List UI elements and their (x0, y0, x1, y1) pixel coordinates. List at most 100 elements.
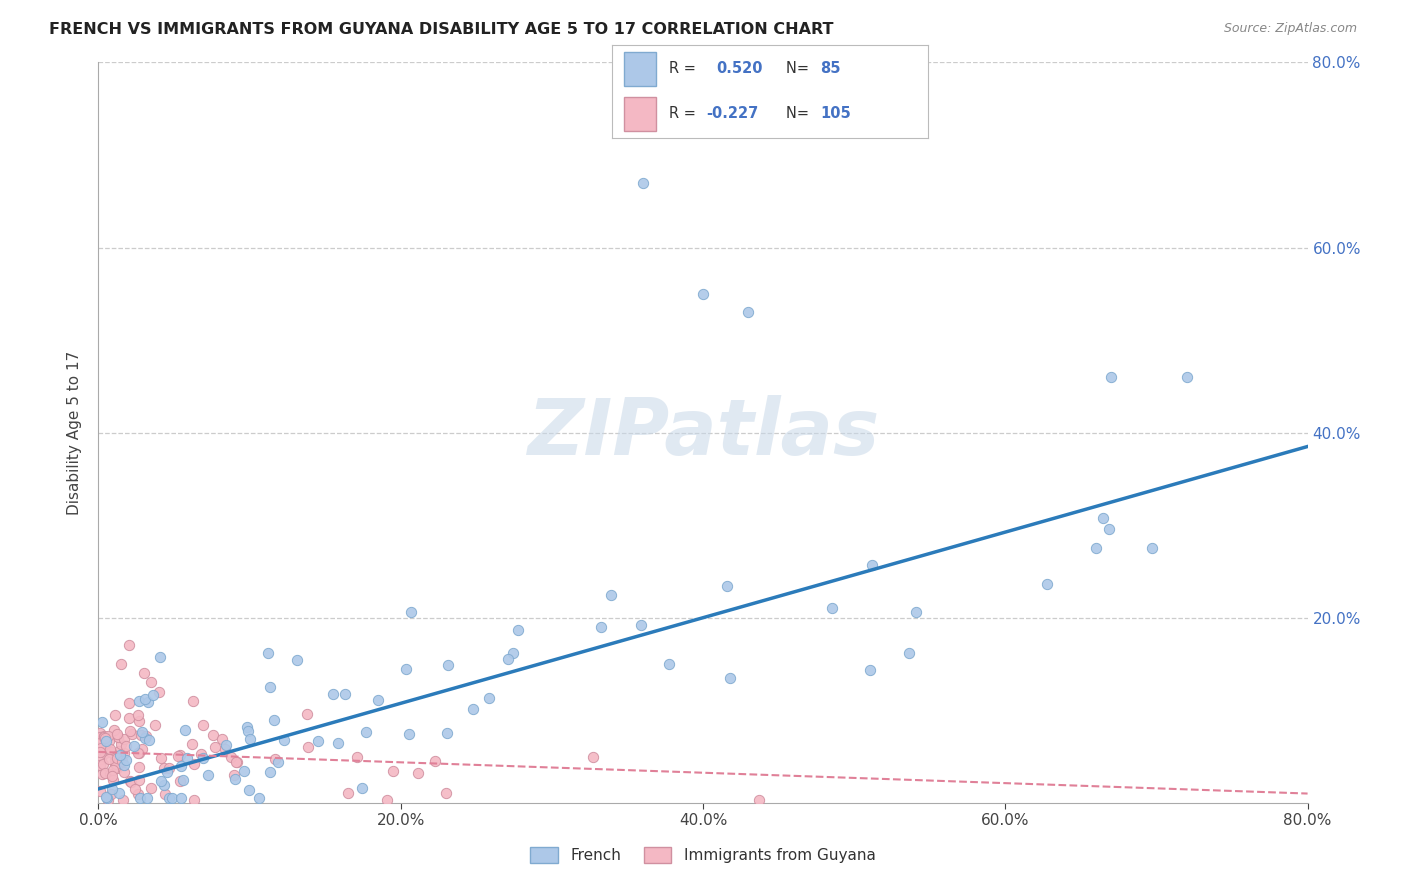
Point (224, 772, 246, 787)
Point (346, 750, 368, 764)
Point (128, 746, 150, 760)
Point (124, 781, 146, 796)
Point (89, 726, 111, 740)
Point (89, 745, 111, 759)
Point (214, 742, 236, 756)
Point (128, 694, 150, 708)
Point (91, 767, 114, 781)
Point (307, 734, 329, 748)
Point (135, 791, 157, 805)
Point (104, 753, 127, 767)
Point (395, 662, 418, 676)
Point (94, 731, 117, 745)
Point (582, 750, 605, 764)
Point (225, 755, 247, 769)
Point (131, 725, 153, 739)
Point (134, 731, 156, 746)
Point (170, 791, 193, 805)
Point (94, 734, 117, 748)
Point (129, 791, 152, 805)
Point (114, 753, 136, 767)
Point (112, 731, 135, 746)
Point (112, 793, 135, 807)
Point (859, 663, 882, 677)
Point (128, 760, 150, 774)
Point (101, 764, 124, 778)
Point (821, 601, 844, 615)
Point (131, 728, 153, 742)
Point (436, 658, 458, 673)
Point (128, 773, 150, 788)
Point (104, 757, 127, 772)
Point (135, 729, 157, 743)
Point (239, 732, 262, 747)
Point (143, 717, 166, 731)
Point (463, 702, 485, 716)
Point (121, 727, 143, 741)
Point (425, 754, 447, 768)
Point (1140, 541, 1163, 555)
Point (737, 305, 759, 319)
Point (333, 687, 356, 701)
Point (111, 755, 134, 769)
Point (263, 713, 285, 727)
Text: N=: N= (786, 62, 813, 77)
Point (141, 781, 163, 796)
Point (93, 765, 115, 780)
Point (201, 729, 224, 743)
Point (326, 736, 349, 750)
Point (225, 755, 247, 769)
Point (259, 764, 281, 779)
Text: 105: 105 (821, 106, 851, 121)
Point (122, 739, 145, 753)
Point (97, 793, 120, 807)
FancyBboxPatch shape (624, 97, 655, 131)
Point (108, 786, 131, 800)
Point (105, 727, 128, 741)
Point (170, 759, 193, 773)
Point (101, 782, 124, 797)
Point (118, 639, 141, 653)
Point (90, 752, 112, 766)
Point (236, 720, 259, 734)
Point (399, 605, 422, 619)
FancyBboxPatch shape (624, 52, 655, 86)
Point (436, 726, 458, 740)
Point (91, 714, 114, 729)
Point (105, 761, 128, 775)
Point (112, 746, 135, 760)
Point (285, 653, 308, 667)
Point (169, 774, 191, 789)
Point (1099, 370, 1122, 384)
Point (127, 746, 149, 760)
Point (263, 752, 285, 766)
Point (905, 605, 928, 619)
Point (259, 680, 281, 694)
Point (295, 706, 318, 721)
Point (104, 708, 127, 723)
Point (89, 730, 111, 744)
Point (408, 766, 430, 780)
Point (89, 758, 111, 772)
Point (100, 745, 122, 759)
Point (211, 732, 233, 747)
Point (350, 780, 373, 795)
Text: 85: 85 (821, 62, 841, 77)
Text: Source: ZipAtlas.com: Source: ZipAtlas.com (1223, 22, 1357, 36)
Point (103, 723, 125, 737)
Point (149, 649, 172, 664)
Point (110, 737, 132, 751)
Point (167, 749, 190, 764)
Point (93, 729, 115, 743)
Point (105, 756, 128, 771)
Point (118, 711, 141, 725)
Point (375, 793, 398, 807)
Point (506, 624, 529, 638)
Point (336, 786, 359, 800)
Text: R =: R = (669, 62, 704, 77)
Point (160, 791, 183, 805)
Point (181, 694, 204, 708)
Point (131, 742, 153, 756)
Point (434, 786, 457, 800)
Point (120, 773, 142, 788)
